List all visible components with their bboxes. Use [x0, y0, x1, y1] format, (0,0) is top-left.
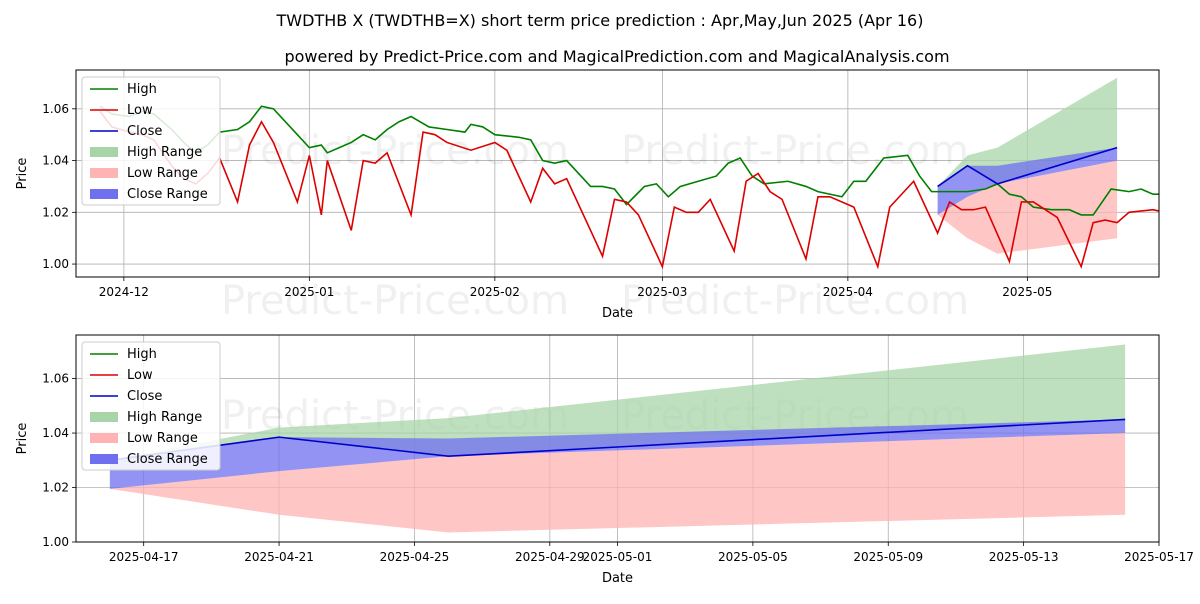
legend-swatch — [90, 454, 118, 464]
band-close-range — [937, 147, 1118, 215]
plot-frame — [75, 334, 1160, 543]
x-tick-label: 2025-05-17 — [1124, 550, 1194, 564]
legend-label: Low Range — [127, 431, 198, 446]
y-axis-label: Price — [15, 158, 30, 190]
chart-subtitle: powered by Predict-Price.com and Magical… — [284, 47, 949, 66]
watermark: Predict-Price.com — [221, 278, 569, 324]
x-axis-label: Date — [602, 571, 633, 586]
y-tick-label: 1.06 — [42, 102, 69, 116]
legend-label: High Range — [127, 145, 202, 160]
band-close-range — [109, 419, 1126, 489]
legend-swatch — [90, 147, 118, 157]
series-close-line — [937, 146, 1118, 188]
lower-forecast-panel: 2025-04-17 2025-04-21 2025-04-25 2025-04-29… — [15, 334, 1194, 586]
y-tick-label: 1.00 — [42, 535, 69, 549]
y-tick-label: 1.04 — [42, 426, 69, 440]
legend-swatch — [90, 189, 118, 199]
x-tick-label: 2025-05 — [1002, 285, 1052, 299]
watermark: Predict-Price.com — [221, 128, 569, 174]
legend-label: Close Range — [127, 187, 208, 202]
legend-label: Low — [127, 368, 153, 383]
series-high-line — [99, 105, 1159, 216]
legend-label: High — [127, 82, 157, 97]
y-axis-label: Price — [15, 423, 30, 455]
plot-area — [109, 344, 1126, 533]
y-tick-label: 1.06 — [42, 372, 69, 386]
x-tick-label: 2025-05-13 — [989, 550, 1059, 564]
legend-swatch — [90, 433, 118, 443]
y-tick-label: 1.00 — [42, 257, 69, 271]
x-tick-label: 2025-04-17 — [109, 550, 179, 564]
legend-swatch — [90, 412, 118, 422]
legend-label: High Range — [127, 410, 202, 425]
x-axis-label: Date — [602, 306, 633, 321]
x-tick-label: 2025-03 — [637, 285, 687, 299]
plot-frame — [75, 69, 1160, 278]
x-tick-label: 2025-04-29 — [515, 550, 585, 564]
x-tick-label: 2025-05-09 — [853, 550, 923, 564]
y-tick-label: 1.02 — [42, 481, 69, 495]
x-tick-label: 2024-12 — [99, 285, 149, 299]
band-low-range — [937, 160, 1118, 254]
band-low-range — [109, 433, 1126, 533]
legend-label: Close — [127, 389, 162, 404]
x-tick-label: 2025-05-05 — [718, 550, 788, 564]
upper-price-panel: 2024-12 2025-01 2025-02 2025-03 2025-04 2025-… — [15, 69, 1160, 324]
x-tick-label: 2025-04-25 — [380, 550, 450, 564]
x-tick-label: 2025-02 — [470, 285, 520, 299]
x-tick-label: 2025-01 — [284, 285, 334, 299]
x-tick-label: 2025-04 — [823, 285, 873, 299]
y-tick-label: 1.02 — [42, 205, 69, 219]
legend-label: Low Range — [127, 166, 198, 181]
series-low-line — [99, 110, 1159, 270]
plot-area — [99, 77, 1159, 270]
watermark: Predict-Price.com — [621, 128, 969, 174]
legend-label: High — [127, 347, 157, 362]
legend-label: Low — [127, 103, 153, 118]
legend-label: Close Range — [127, 452, 208, 467]
legend-label: Close — [127, 124, 162, 139]
watermark: Predict-Price.com — [621, 278, 969, 324]
legend-swatch — [90, 168, 118, 178]
x-tick-label: 2025-05-01 — [583, 550, 653, 564]
y-tick-label: 1.04 — [42, 154, 69, 168]
x-tick-label: 2025-04-21 — [244, 550, 314, 564]
chart-title: TWDTHB X (TWDTHB=X) short term price pre… — [276, 11, 924, 30]
